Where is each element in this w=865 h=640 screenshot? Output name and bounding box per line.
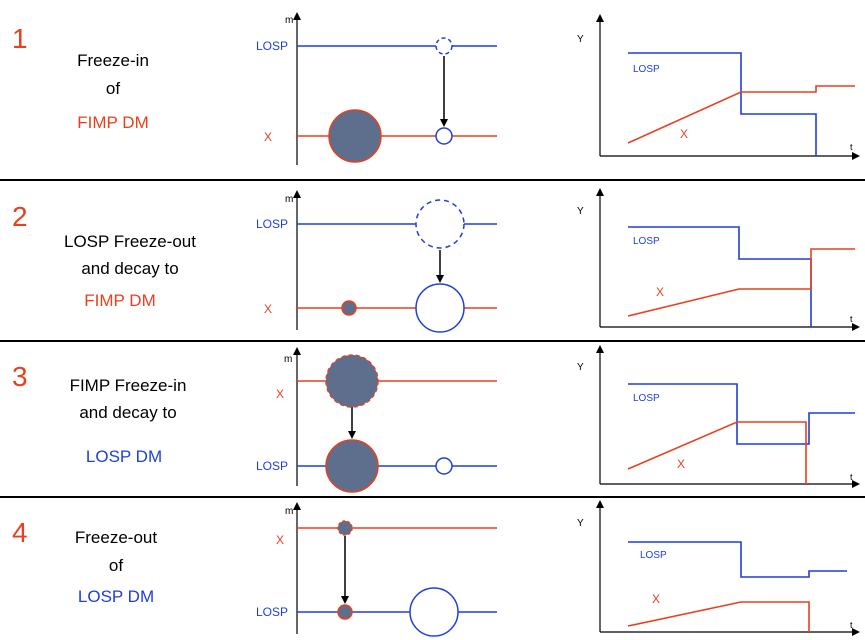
mass-level-label: LOSP [256,459,288,473]
panel-number: 2 [12,201,28,232]
curve-label: X [656,285,664,299]
panel-title-line: FIMP Freeze-in [70,376,187,395]
particle-population [329,110,381,162]
x-abundance-curve [628,602,809,632]
panel-title-line: FIMP DM [84,291,155,310]
mass-diagram: m LOSP X [256,14,497,165]
time-axis-label: t [850,314,853,324]
time-axis-label: t [850,142,853,152]
panel-title-line: of [109,556,123,575]
panel-2: 2 LOSP Freeze-out and decay to FIMP DM m… [12,190,858,332]
panel-title-line: and decay to [79,403,176,422]
panel-title-line: and decay to [81,259,178,278]
particle-population [416,284,464,332]
panel-1: 1 Freeze-in of FIMP DM m LOSP X Y t LOSP… [12,14,858,165]
particle-population [436,458,452,474]
panel-title-line: LOSP DM [78,587,154,606]
abundance-axis-label: Y [577,34,584,45]
panel-title-line: of [106,79,120,98]
mass-level-label: X [276,533,284,547]
time-axis-label: t [850,472,853,482]
curve-label: LOSP [633,64,660,75]
particle-population [436,128,452,144]
mass-level-label: LOSP [256,217,288,231]
panel-title-line: Freeze-in [77,51,149,70]
panel-number: 3 [12,361,28,392]
mass-level-label: X [264,302,272,316]
curve-label: X [680,127,688,141]
time-axis-label: t [850,620,853,630]
panel-number: 1 [12,23,28,54]
mass-level-label: LOSP [256,605,288,619]
panel-4: 4 Freeze-out of LOSP DM m X LOSP Y t LOS… [12,502,858,636]
losp-abundance-curve [628,384,855,444]
abundance-axis-label: Y [577,206,584,217]
abundance-plot: Y t LOSP X [577,347,858,484]
panel-title-line: FIMP DM [77,113,148,132]
mass-axis-label: m [284,354,292,365]
panel-title-line: LOSP DM [86,447,162,466]
x-abundance-curve [628,422,806,484]
panel-3: 3 FIMP Freeze-in and decay to LOSP DM m … [12,347,858,492]
curve-label: LOSP [640,550,667,561]
mass-level-label: LOSP [256,39,288,53]
abundance-axis-label: Y [577,518,584,529]
mass-level-label: X [264,130,272,144]
particle-population-dashed [338,521,352,535]
particle-population [410,588,458,636]
mass-level-label: X [276,387,284,401]
particle-population [342,301,356,315]
particle-population-dashed [436,38,452,54]
particle-population-dashed [326,355,378,407]
abundance-plot: Y t LOSP X [577,190,858,327]
mass-diagram: m X LOSP [256,349,497,492]
mass-axis-label: m [285,194,293,205]
particle-population [338,605,352,619]
curve-label: LOSP [633,236,660,247]
abundance-plot: Y t LOSP X [577,502,858,632]
panel-title-line: LOSP Freeze-out [64,232,196,251]
mass-diagram: m LOSP X [256,192,497,332]
curve-label: X [677,457,685,471]
panel-title-line: Freeze-out [75,528,157,547]
mass-axis-label: m [285,15,293,26]
particle-population-dashed [416,200,464,248]
abundance-axis-label: Y [577,362,584,373]
mass-diagram: m X LOSP [256,504,497,636]
curve-label: LOSP [633,393,660,404]
abundance-plot: Y t LOSP X [577,16,858,156]
panel-number: 4 [12,517,28,548]
particle-population [326,440,378,492]
mass-axis-label: m [285,506,293,517]
curve-label: X [652,592,660,606]
